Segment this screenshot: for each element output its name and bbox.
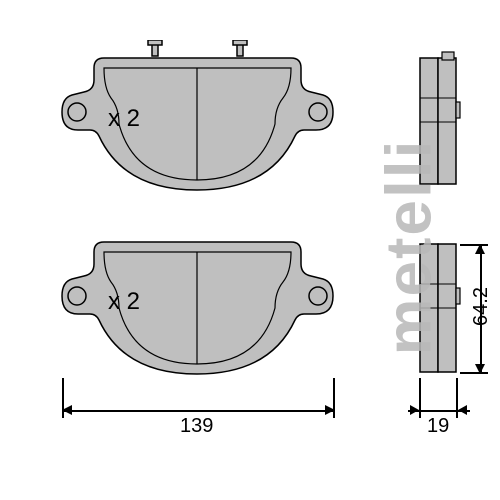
dim-thickness-label: 19 xyxy=(427,415,449,438)
qty-label-bottom: x 2 xyxy=(108,288,140,316)
side-view-top xyxy=(418,50,462,193)
diagram-canvas: { "brand_watermark": "metelli", "top_pad… xyxy=(0,0,500,500)
brake-pad-bottom xyxy=(60,230,335,380)
dim-height-label: 64.2 xyxy=(470,287,493,326)
side-view-bottom xyxy=(418,240,462,383)
qty-label-top: x 2 xyxy=(108,105,140,133)
brake-pad-top xyxy=(60,40,335,195)
dim-width-label: 139 xyxy=(180,415,213,438)
